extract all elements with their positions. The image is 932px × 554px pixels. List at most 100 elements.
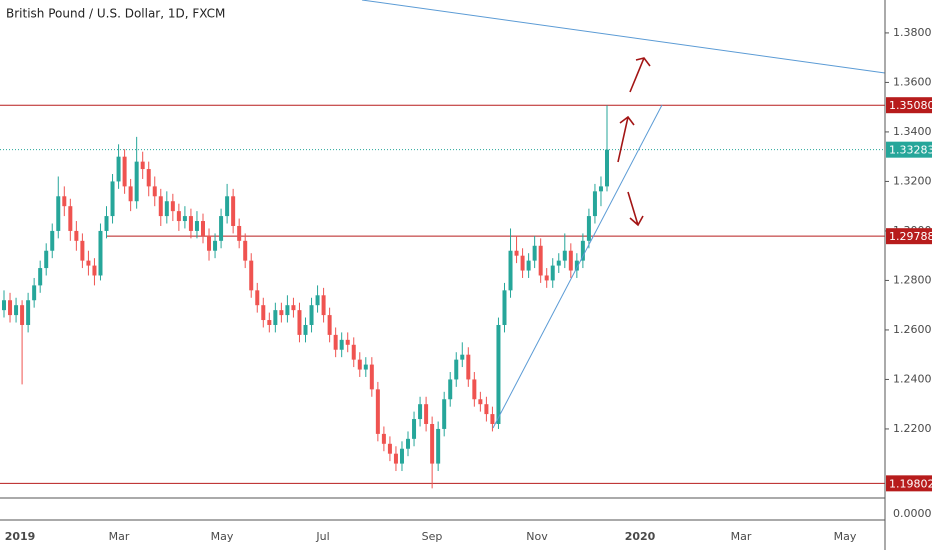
candle-body <box>8 300 13 316</box>
x-tick-label: 2020 <box>625 530 656 543</box>
candle-body <box>526 260 531 271</box>
candle-body <box>188 216 193 231</box>
x-tick-label: Sep <box>422 530 443 543</box>
candle-body <box>146 169 151 187</box>
candle-body <box>297 310 302 335</box>
candle-body <box>50 230 55 251</box>
x-tick-label: Nov <box>526 530 548 543</box>
candle-body <box>26 300 31 325</box>
candle-body <box>98 230 103 276</box>
candle-body <box>460 354 465 360</box>
candle-body <box>448 379 453 400</box>
candle-body <box>598 186 603 192</box>
price-tag-label: 1.19802 <box>889 477 932 490</box>
candle-body <box>243 240 248 261</box>
y-tick-label: 1.26000 <box>893 323 932 336</box>
candle-body <box>56 196 61 231</box>
candle-body <box>369 364 374 390</box>
candle-body <box>128 186 133 202</box>
candle-body <box>291 305 296 311</box>
price-tag-label: 1.29788 <box>889 230 932 243</box>
candle-body <box>182 216 187 222</box>
candle-body <box>207 235 212 251</box>
candle-body <box>170 201 175 212</box>
candle-body <box>116 156 121 182</box>
candle-body <box>363 364 368 370</box>
candle-body <box>176 211 181 222</box>
candle-body <box>484 404 489 415</box>
candle-body <box>538 245 543 276</box>
arrow <box>627 191 644 227</box>
candle-body <box>62 196 67 207</box>
candle-body <box>454 359 459 380</box>
candle-body <box>418 404 423 420</box>
candle-body <box>556 260 561 266</box>
candle-body <box>86 260 91 266</box>
candle-body <box>255 290 260 306</box>
arrow <box>629 57 651 93</box>
arrows <box>617 57 651 227</box>
candle-body <box>200 221 205 236</box>
candle-body <box>490 414 495 424</box>
candle-body <box>544 275 549 281</box>
candle-body <box>472 379 477 400</box>
candle-body <box>74 230 79 241</box>
candle-body <box>134 161 139 202</box>
candle-body <box>574 260 579 271</box>
candle-body <box>32 285 37 301</box>
price-tag-label: 1.33283 <box>889 144 932 157</box>
candle-body <box>605 149 609 187</box>
candle-body <box>387 443 392 454</box>
candle-body <box>225 196 230 217</box>
candle-body <box>158 196 163 217</box>
candle-body <box>568 250 573 271</box>
candle-body <box>406 438 411 449</box>
x-tick-label: Jul <box>315 530 329 543</box>
x-tick-label: Mar <box>109 530 130 543</box>
candle-body <box>327 315 332 335</box>
candle-body <box>436 428 441 464</box>
candle-body <box>20 305 25 325</box>
candle-body <box>237 225 242 241</box>
candle-body <box>532 245 537 261</box>
arrow <box>617 115 635 163</box>
candle-body <box>219 216 224 241</box>
candle-body <box>430 423 435 464</box>
candle-body <box>393 453 398 464</box>
candle-body <box>92 265 97 276</box>
candle-body <box>514 250 519 256</box>
candle-body <box>285 305 290 316</box>
chart-title: British Pound / U.S. Dollar, 1D, FXCM <box>6 7 225 21</box>
candle-body <box>478 399 483 405</box>
candle-body <box>110 181 115 217</box>
candle-body <box>249 260 254 291</box>
y-tick-label: 1.28000 <box>893 273 932 286</box>
candle-body <box>351 344 356 360</box>
candle-body <box>164 201 169 217</box>
candle-body <box>261 305 266 321</box>
candle-body <box>592 191 597 217</box>
price-tag <box>886 228 932 245</box>
y-tick-label: 1.36000 <box>893 75 932 88</box>
candle-body <box>140 161 145 170</box>
candle-body <box>194 221 199 231</box>
candle-body <box>122 156 127 187</box>
candle-body <box>466 354 471 380</box>
x-tick-label: May <box>834 530 857 543</box>
candle-body <box>375 389 380 434</box>
candle-body <box>104 216 109 231</box>
x-tick-label: 2019 <box>5 530 36 543</box>
candle-body <box>68 206 73 231</box>
candle-body <box>2 300 6 311</box>
y-tick-label: 1.32000 <box>893 174 932 187</box>
y-tick-label: 0.00000 <box>893 507 932 520</box>
x-tick-label: Mar <box>731 530 752 543</box>
candle-body <box>496 324 501 424</box>
y-tick-label: 1.22000 <box>893 422 932 435</box>
price-tag <box>886 97 932 114</box>
candle-body <box>345 339 350 345</box>
y-tick-label: 1.24000 <box>893 372 932 385</box>
price-tag <box>886 475 932 492</box>
candle-body <box>309 305 314 325</box>
